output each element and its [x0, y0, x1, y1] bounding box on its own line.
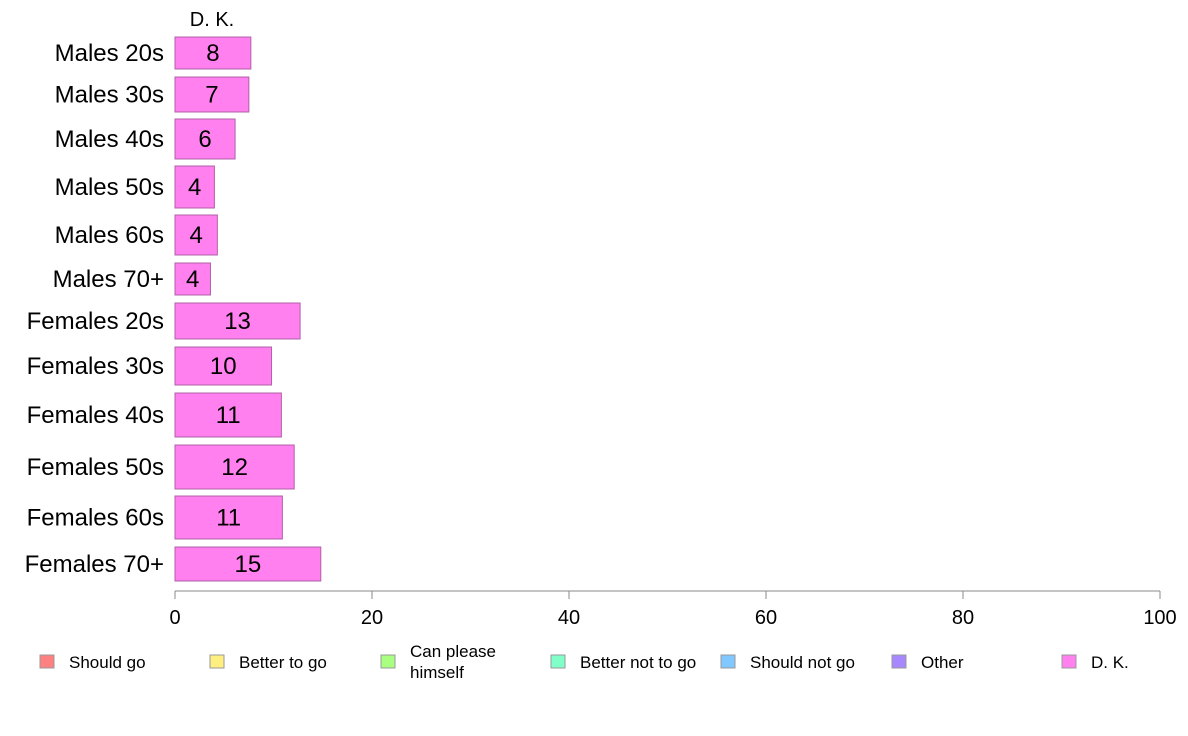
- legend-swatch-d-k: [1061, 654, 1077, 669]
- category-label-females-30s: Females 30s: [27, 353, 164, 380]
- legend-label-better-to-go: Better to go: [239, 653, 327, 672]
- bar-males-20s: [174, 36, 252, 70]
- bar-males-50s: [174, 165, 215, 209]
- bar-females-70plus: [174, 546, 322, 582]
- category-label-males-60s: Males 60s: [55, 222, 164, 249]
- x-tick-label-20: 20: [361, 607, 383, 629]
- legend-label-better-not-to-go: Better not to go: [580, 653, 696, 672]
- bar-females-60s: [174, 495, 283, 540]
- bar-value-males-70plus: 4: [186, 266, 199, 293]
- bar-females-20s: [174, 302, 301, 340]
- category-label-females-60s: Females 60s: [27, 505, 164, 532]
- bar-value-females-40s: 11: [216, 402, 241, 429]
- legend-label-other: Other: [921, 653, 964, 672]
- legend-swatch-should-go: [39, 654, 55, 669]
- x-tick-label-40: 40: [558, 607, 580, 629]
- category-label-females-20s: Females 20s: [27, 308, 164, 335]
- category-label-males-50s: Males 50s: [55, 174, 164, 201]
- category-label-males-40s: Males 40s: [55, 126, 164, 153]
- category-label-males-30s: Males 30s: [55, 82, 164, 109]
- legend-label-d-k: D. K.: [1091, 653, 1129, 672]
- category-label-females-50s: Females 50s: [27, 454, 164, 481]
- bar-value-males-50s: 4: [188, 174, 201, 201]
- bar-value-males-40s: 6: [198, 126, 211, 153]
- bar-males-40s: [174, 118, 236, 160]
- x-tick-label-0: 0: [169, 607, 180, 629]
- bars-group: Males 20s 8 Males 30s 7 Males 40s 6 Males 50s 4…: [25, 36, 322, 582]
- legend-swatch-other: [891, 654, 907, 669]
- bar-value-females-60s: 11: [216, 505, 241, 532]
- legend-swatch-better-not-to-go: [550, 654, 566, 669]
- bar-females-30s: [174, 346, 273, 386]
- bar-value-males-20s: 8: [206, 40, 219, 67]
- legend-label-can-please-himself: Can please himself: [410, 642, 496, 682]
- bar-males-30s: [174, 76, 250, 113]
- bar-value-females-30s: 10: [210, 353, 237, 380]
- bar-females-40s: [174, 392, 282, 438]
- bar-females-50s: [174, 444, 295, 490]
- category-label-females-70plus: Females 70+: [25, 551, 164, 578]
- legend-swatch-better-to-go: [209, 654, 225, 669]
- bar-value-males-30s: 7: [205, 82, 218, 109]
- x-axis: 0 20 40 60 80 100: [169, 590, 1177, 629]
- legend-label-should-go: Should go: [69, 653, 146, 672]
- bar-value-females-70plus: 15: [235, 551, 262, 578]
- category-label-females-40s: Females 40s: [27, 402, 164, 429]
- bar-males-70plus: [174, 262, 211, 296]
- series-label-dk: D. K.: [190, 9, 234, 31]
- bar-value-females-20s: 13: [224, 308, 251, 335]
- x-tick-label-80: 80: [952, 607, 974, 629]
- x-tick-label-60: 60: [755, 607, 777, 629]
- x-tick-label-100: 100: [1143, 607, 1176, 629]
- bar-value-males-60s: 4: [189, 222, 202, 249]
- legend-swatch-should-not-go: [720, 654, 736, 669]
- legend: Should go Better to go Can please himself Be…: [39, 642, 1129, 682]
- category-label-males-70plus: Males 70+: [53, 266, 164, 293]
- bar-males-60s: [174, 214, 218, 256]
- category-label-males-20s: Males 20s: [55, 40, 164, 67]
- bar-value-females-50s: 12: [221, 454, 248, 481]
- legend-swatch-can-please-himself: [380, 654, 396, 669]
- legend-label-should-not-go: Should not go: [750, 653, 855, 672]
